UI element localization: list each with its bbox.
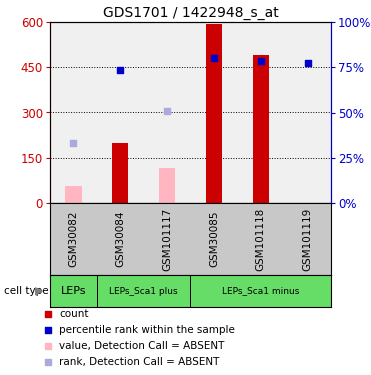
Text: GSM30084: GSM30084 (115, 211, 125, 267)
Text: cell type: cell type (4, 286, 48, 296)
Text: count: count (59, 309, 89, 319)
Text: GSM30085: GSM30085 (209, 211, 219, 267)
Bar (112, 142, 128, 203)
Bar (253, 55, 269, 203)
Text: rank, Detection Call = ABSENT: rank, Detection Call = ABSENT (59, 357, 219, 367)
Point (305, 60, 311, 66)
Point (45, 327, 50, 333)
Bar (206, 24, 222, 203)
Text: GSM101118: GSM101118 (256, 207, 266, 271)
Bar (159, 168, 175, 203)
Bar (97, 275, 190, 307)
Point (70, 140, 76, 146)
Title: GDS1701 / 1422948_s_at: GDS1701 / 1422948_s_at (103, 6, 278, 20)
Point (258, 58, 264, 64)
Bar (50, 275, 97, 307)
Text: LEPs_Sca1 plus: LEPs_Sca1 plus (109, 286, 178, 296)
Text: LEPs: LEPs (61, 286, 86, 296)
Point (45, 359, 50, 365)
Text: GSM101119: GSM101119 (303, 207, 313, 271)
Point (45, 311, 50, 317)
Bar (190, 275, 331, 307)
Text: LEPs_Sca1 minus: LEPs_Sca1 minus (222, 286, 299, 296)
Text: GSM30082: GSM30082 (68, 211, 78, 267)
Text: percentile rank within the sample: percentile rank within the sample (59, 325, 235, 335)
Text: ▶: ▶ (35, 286, 43, 296)
Text: GSM101117: GSM101117 (162, 207, 172, 271)
Bar (65, 186, 82, 203)
Point (117, 67, 123, 73)
Point (211, 55, 217, 61)
Point (164, 108, 170, 114)
Text: value, Detection Call = ABSENT: value, Detection Call = ABSENT (59, 341, 224, 351)
Point (45, 343, 50, 349)
